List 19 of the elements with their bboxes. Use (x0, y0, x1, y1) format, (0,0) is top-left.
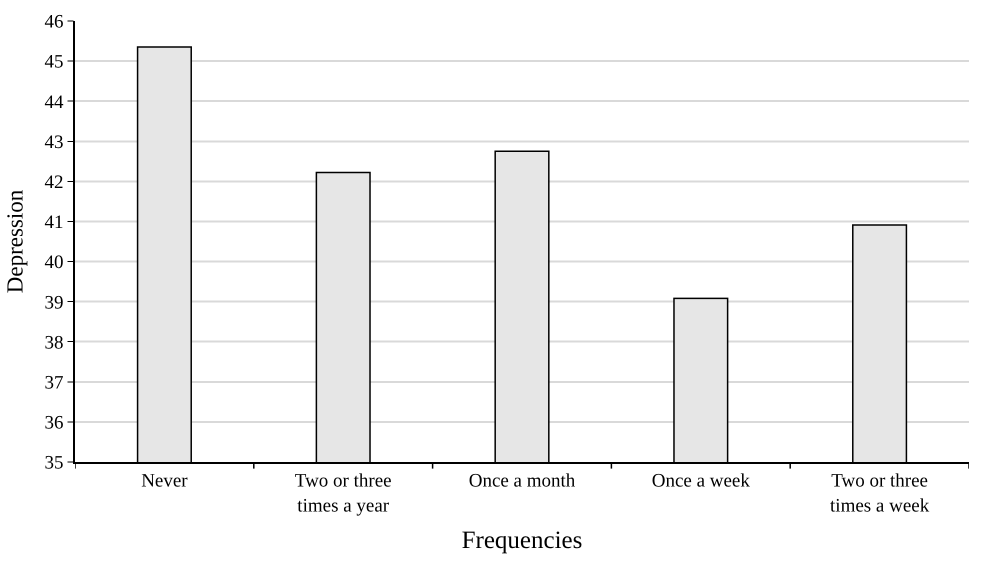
y-tick-label: 41 (44, 212, 64, 234)
y-tick-label: 45 (44, 52, 64, 73)
y-tick-label: 43 (44, 132, 64, 153)
x-tick-label: Once a month (468, 470, 576, 492)
y-tick-label: 39 (44, 292, 64, 314)
x-tick-label: Once a week (652, 470, 750, 492)
y-tick-label: 40 (44, 252, 64, 274)
x-axis-title: Frequencies (462, 526, 582, 554)
y-tick-label: 42 (44, 172, 64, 194)
y-tick-label: 44 (44, 92, 64, 113)
x-tick-label: Two or three times a week (830, 470, 930, 516)
y-tick-label: 35 (44, 452, 64, 474)
y-tick-label: 37 (44, 372, 64, 394)
x-tick-label: Two or three times a year (294, 470, 392, 516)
x-tick-label: Never (141, 470, 188, 492)
y-tick-label: 38 (44, 332, 64, 354)
y-tick-label: 36 (44, 412, 64, 434)
y-axis-title: Depression (2, 189, 28, 294)
y-tick-label: 46 (44, 12, 64, 33)
